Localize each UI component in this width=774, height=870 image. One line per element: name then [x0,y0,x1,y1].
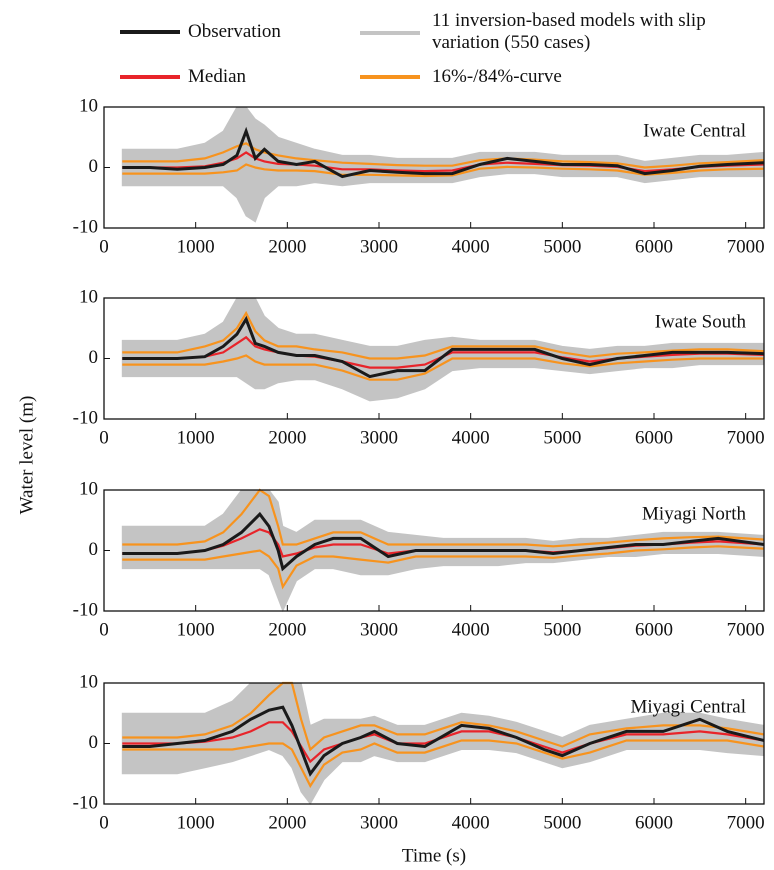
x-tick-label: 0 [99,812,109,833]
y-tick-label: 0 [89,539,99,560]
x-tick-label: 5000 [543,619,581,640]
y-tick-label: 0 [89,156,99,177]
x-tick-label: 4000 [452,812,490,833]
panel-title: Iwate South [655,311,747,332]
lower-curve [122,545,765,590]
x-tick-label: 7000 [727,427,765,448]
y-tick-label: 10 [79,671,98,692]
x-tick-label: 0 [99,619,109,640]
series-line [122,315,765,379]
legend-label: Median [188,66,247,87]
x-tick-label: 7000 [727,236,765,257]
y-tick-label: 0 [89,347,99,368]
x-tick-label: 0 [99,427,109,448]
lower-curve [122,163,765,178]
y-tick-label: 10 [79,95,98,116]
x-tick-label: 6000 [635,236,673,257]
x-tick-label: 1000 [177,812,215,833]
legend-label: 11 inversion-based models with slip vari… [432,10,706,53]
x-tick-label: 4000 [452,619,490,640]
x-tick-label: 1000 [177,427,215,448]
x-tick-label: 3000 [360,236,398,257]
x-tick-label: 2000 [268,236,306,257]
upper-curve [122,310,765,360]
series-line [122,511,765,572]
series-line [122,126,765,179]
panel-title: Iwate Central [643,120,746,141]
upper-curve [122,142,765,169]
upper-curve [122,488,765,548]
x-tick-label: 2000 [268,427,306,448]
x-tick-label: 5000 [543,427,581,448]
lower-curve [122,739,765,789]
x-tick-label: 6000 [635,427,673,448]
x-tick-label: 7000 [727,619,765,640]
x-tick-label: 1000 [177,236,215,257]
x-axis-label: Time (s) [402,845,466,866]
panel-title: Miyagi Central [630,696,746,717]
y-tick-label: 0 [89,732,99,753]
x-tick-label: 3000 [360,619,398,640]
x-tick-label: 2000 [268,619,306,640]
legend-label: 16%-/84%-curve [432,66,562,87]
x-tick-label: 6000 [635,619,673,640]
y-tick-label: -10 [73,599,98,620]
x-tick-label: 6000 [635,812,673,833]
y-tick-label: -10 [73,216,98,237]
x-tick-label: 1000 [177,619,215,640]
legend-label: Observation [188,21,281,42]
x-tick-label: 2000 [268,812,306,833]
panel-title: Miyagi North [642,503,746,524]
y-tick-label: -10 [73,792,98,813]
y-tick-label: 10 [79,478,98,499]
x-tick-label: 5000 [543,812,581,833]
y-tick-label: 10 [79,286,98,307]
x-tick-label: 0 [99,236,109,257]
upper-curve [122,681,765,752]
lower-curve [122,354,764,381]
y-tick-label: -10 [73,407,98,428]
x-tick-label: 4000 [452,236,490,257]
y-axis-label: Water level (m) [16,396,37,515]
x-tick-label: 3000 [360,427,398,448]
x-tick-label: 4000 [452,427,490,448]
x-tick-label: 5000 [543,236,581,257]
x-tick-label: 7000 [727,812,765,833]
x-tick-label: 3000 [360,812,398,833]
series-line [122,705,765,777]
